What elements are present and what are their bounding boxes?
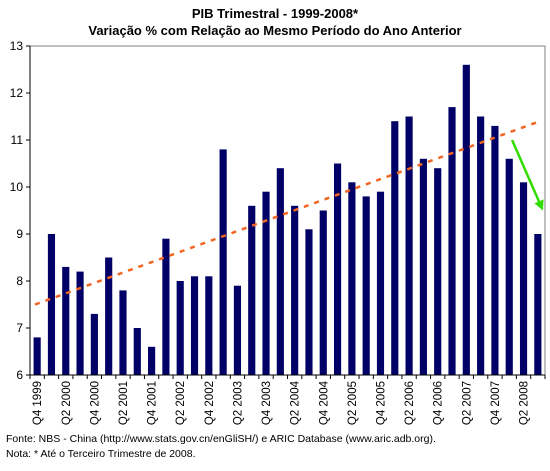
bar-19 bbox=[305, 229, 313, 375]
bar-11 bbox=[190, 276, 199, 375]
bar-3 bbox=[76, 271, 84, 375]
bar-5 bbox=[105, 257, 113, 375]
bar-30 bbox=[462, 64, 470, 376]
bar-2 bbox=[62, 266, 70, 375]
footnote: Nota: * Até o Terceiro Trimestre de 2008… bbox=[6, 448, 196, 460]
bar-6 bbox=[119, 290, 127, 375]
bar-28 bbox=[434, 168, 442, 375]
x-tick-label: Q2 2004 bbox=[290, 380, 302, 425]
bar-10 bbox=[176, 281, 184, 375]
bar-27 bbox=[419, 158, 427, 375]
bar-15 bbox=[248, 205, 256, 375]
y-tick-label: 7 bbox=[16, 321, 23, 335]
trendline bbox=[34, 120, 541, 306]
bar-18 bbox=[291, 205, 299, 375]
y-tick-label: 6 bbox=[16, 368, 23, 382]
x-tick-label: Q4 2005 bbox=[375, 381, 387, 425]
bar-24 bbox=[376, 191, 385, 375]
bar-26 bbox=[405, 116, 413, 375]
bar-33 bbox=[505, 158, 513, 375]
x-tick-label: Q2 2008 bbox=[519, 381, 531, 425]
trend-arrow bbox=[510, 139, 541, 203]
bar-35 bbox=[534, 234, 542, 375]
bar-29 bbox=[448, 107, 456, 375]
bar-14 bbox=[233, 285, 242, 375]
chart-subtitle: Variação % com Relação ao Mesmo Período … bbox=[88, 23, 462, 38]
y-tick-label: 9 bbox=[16, 227, 23, 241]
plot-area bbox=[29, 45, 546, 376]
x-tick-label: Q2 2007 bbox=[461, 381, 473, 425]
bar-17 bbox=[276, 168, 284, 375]
bar-32 bbox=[491, 125, 499, 376]
chart-title: PIB Trimestral - 1999-2008* bbox=[191, 6, 359, 21]
y-tick-label: 13 bbox=[10, 39, 24, 53]
y-tick-label: 10 bbox=[10, 180, 24, 194]
y-tick-label: 12 bbox=[10, 86, 24, 100]
x-tick-label: Q4 2002 bbox=[204, 381, 216, 425]
x-tick-label: Q2 2001 bbox=[118, 381, 130, 425]
x-tick-label: Q2 2006 bbox=[404, 381, 416, 425]
bar-7 bbox=[133, 328, 141, 375]
bar-9 bbox=[162, 238, 170, 375]
bar-31 bbox=[477, 116, 485, 375]
bar-25 bbox=[391, 121, 399, 375]
bar-13 bbox=[219, 149, 227, 375]
x-tick-label: Q2 2003 bbox=[232, 381, 244, 425]
y-tick-label: 8 bbox=[16, 274, 23, 288]
x-tick-label: Q2 2002 bbox=[175, 381, 187, 425]
bar-12 bbox=[205, 276, 213, 375]
x-tick-label: Q4 2000 bbox=[89, 381, 101, 425]
bar-4 bbox=[90, 313, 98, 375]
trend-arrow-head bbox=[534, 199, 544, 211]
x-tick-label: Q4 2007 bbox=[490, 381, 502, 425]
bar-20 bbox=[319, 210, 327, 375]
bar-0 bbox=[33, 337, 41, 375]
bar-1 bbox=[47, 234, 56, 375]
source-note: Fonte: NBS - China (http://www.stats.gov… bbox=[6, 433, 436, 445]
bar-22 bbox=[348, 182, 356, 375]
bar-34 bbox=[519, 182, 528, 375]
x-tick-label: Q2 2005 bbox=[347, 381, 359, 425]
x-tick-label: Q4 2003 bbox=[261, 381, 273, 425]
bar-21 bbox=[333, 163, 342, 375]
y-tick-label: 11 bbox=[11, 133, 24, 147]
x-tick-label: Q4 2004 bbox=[318, 380, 330, 425]
bar-16 bbox=[262, 191, 270, 375]
x-tick-label: Q2 2000 bbox=[61, 381, 73, 425]
bar-8 bbox=[148, 346, 156, 375]
bar-23 bbox=[362, 196, 370, 375]
x-tick-label: Q4 1999 bbox=[32, 381, 44, 425]
x-tick-label: Q4 2006 bbox=[433, 381, 445, 425]
x-tick-label: Q4 2001 bbox=[147, 381, 159, 425]
